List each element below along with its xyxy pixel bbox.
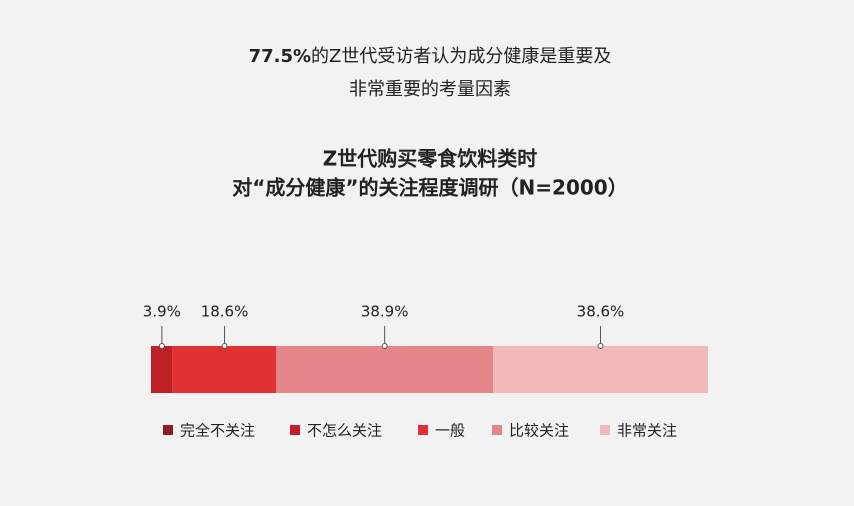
chart-title: Z世代购买零食饮料类时	[323, 147, 538, 171]
legend-label: 完全不关注	[180, 422, 255, 440]
headline: 77.5%的Z世代受访者认为成分健康是重要及	[249, 46, 612, 67]
legend-label: 非常关注	[617, 422, 677, 440]
leader-dot	[597, 343, 604, 349]
bar-segment	[151, 346, 173, 393]
bar-segment	[172, 346, 277, 393]
data-label: 18.6%	[201, 303, 249, 321]
legend-swatch	[163, 425, 173, 435]
leader-dot	[158, 343, 165, 349]
legend-swatch	[418, 425, 428, 435]
headline-line: 的Z世代受访者认为成分健康是重要及	[311, 46, 611, 67]
legend-swatch	[600, 425, 610, 435]
bar-segment	[492, 346, 708, 393]
data-label: 3.9%	[143, 303, 181, 321]
data-label: 38.9%	[361, 303, 409, 321]
headline-bold: 77.5%	[249, 46, 311, 67]
legend-swatch	[290, 425, 300, 435]
data-label: 38.6%	[577, 303, 625, 321]
legend-swatch	[492, 425, 502, 435]
headline-line: 非常重要的考量因素	[349, 79, 511, 100]
legend-label: 一般	[435, 422, 465, 440]
legend-label: 比较关注	[509, 422, 569, 440]
bar-segment	[276, 346, 493, 393]
legend-label: 不怎么关注	[307, 422, 382, 440]
chart-title: 对“成分健康”的关注程度调研（N=2000）	[232, 176, 627, 200]
leader-dot	[381, 343, 388, 349]
leader-dot	[221, 343, 228, 349]
